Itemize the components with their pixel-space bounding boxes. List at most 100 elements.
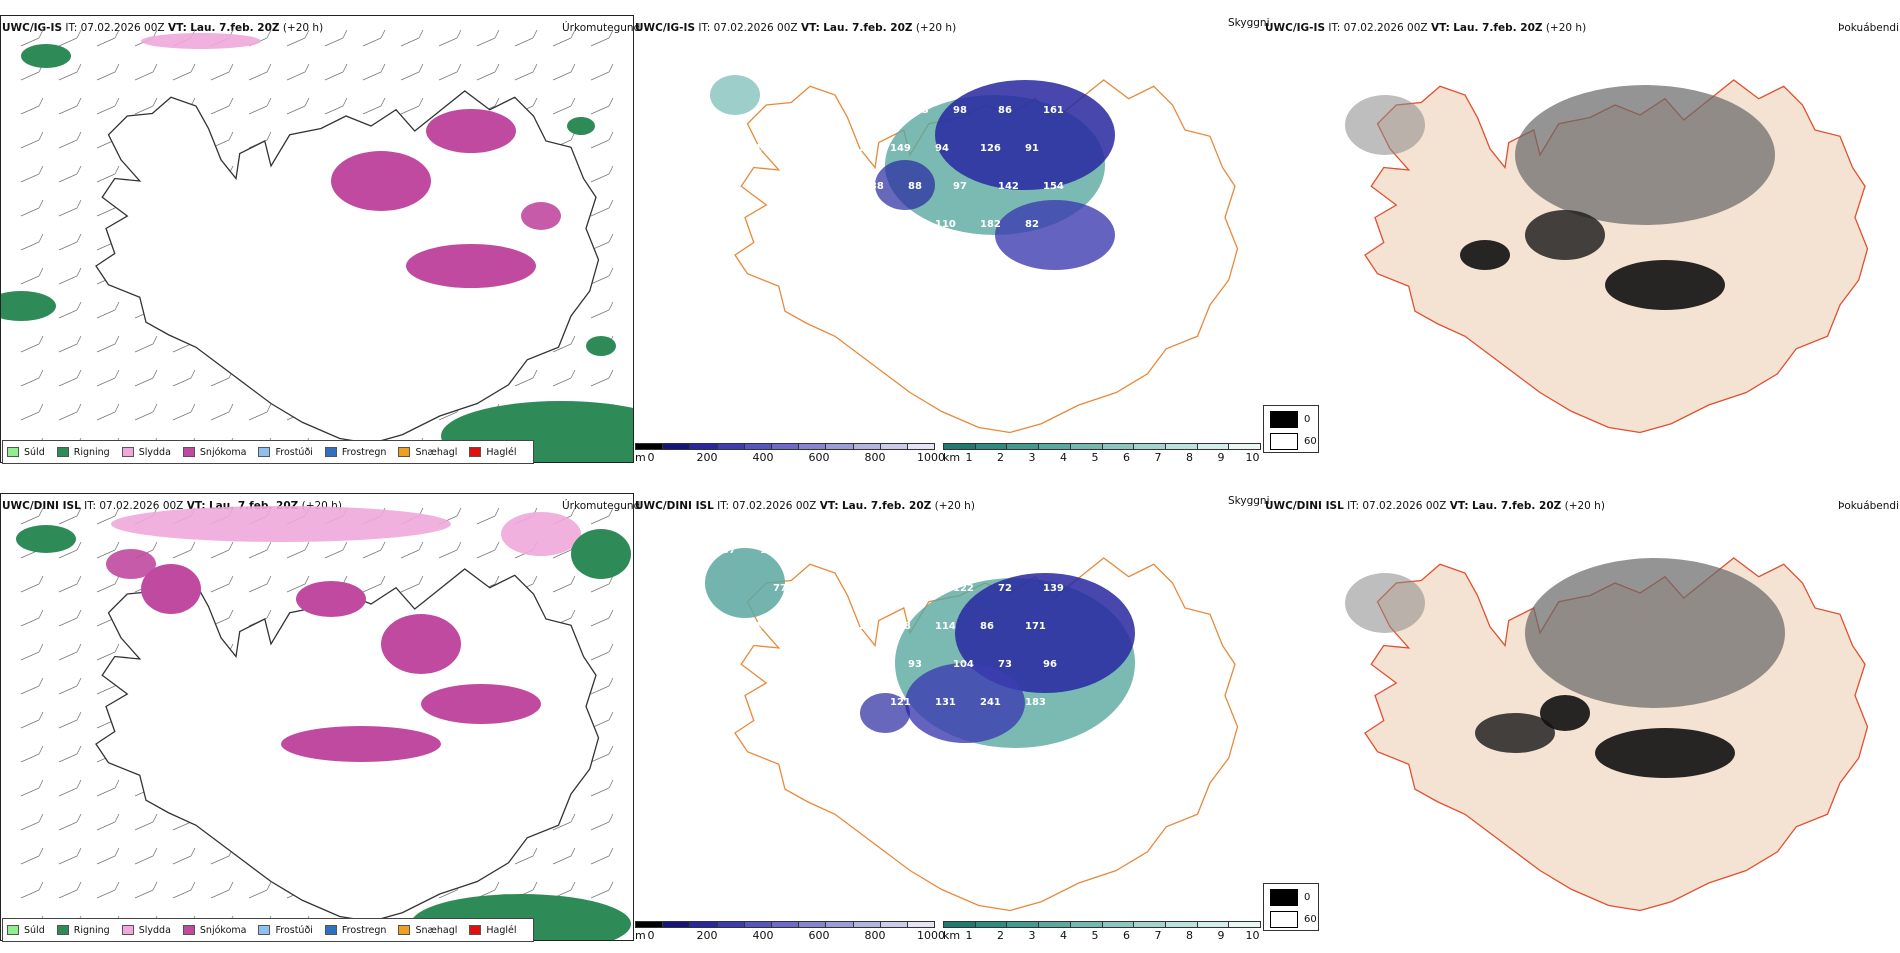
wind-barb [400,37,420,47]
low-ceiling-area [875,160,935,210]
ceiling-tick: 0 [647,451,655,464]
ceiling-value-label: 140 [818,105,839,116]
legend-item: Snæhagl [398,447,457,458]
ceiling-value-label: 86 [998,105,1012,116]
wind-barb [590,309,610,319]
wind-barb [96,821,116,831]
legend-label: Slydda [138,924,171,936]
wind-barb [552,343,572,353]
ceiling-value-label: 91 [1025,143,1039,154]
ceiling-value-label: 97 [935,545,949,556]
wind-barb [96,855,116,865]
legend-label: Rigning [73,446,110,458]
wind-barb [20,139,40,149]
wind-barb [58,343,78,353]
wind-barb [438,411,458,421]
ceiling-value-label: 241 [980,697,1001,708]
color-step [1070,922,1103,927]
ceiling-value-label: 137 [800,697,821,708]
legend-swatch-light [1270,911,1298,928]
wind-barb [476,515,496,525]
rain-area [586,336,616,356]
fog-shading [1605,260,1725,310]
wind-barb [96,651,116,661]
legend-item: Frostregn [324,447,386,458]
wind-barb [400,549,420,559]
color-step [1197,444,1230,449]
wind-barb [20,651,40,661]
wind-barb [172,889,192,899]
legend-swatch [182,447,195,457]
wind-barb [248,71,268,81]
ceiling-value-label: 149 [890,143,911,154]
rain-area [16,525,76,553]
wind-barb [58,685,78,695]
color-step [690,922,718,927]
color-step [1229,444,1261,449]
wind-barb [400,583,420,593]
wind-barb [96,583,116,593]
wind-barb [58,787,78,797]
ceiling-value-label: 121 [890,697,911,708]
color-step [907,444,935,449]
wind-barb [248,411,268,421]
legend-swatch [56,925,69,935]
precip-type-panel: UWC/DINI ISL IT: 07.02.2026 00Z VT: Lau.… [0,478,640,953]
snow-area [521,202,561,230]
wind-barb [58,753,78,763]
ceiling-color-strip [635,443,935,450]
wind-barb [134,71,154,81]
model-name: UWC/DINI ISL [1265,500,1344,512]
snow-area [331,151,431,211]
wind-barb [210,411,230,421]
map-frame [0,493,634,941]
ceiling-value-label: 110 [935,219,956,230]
valid-time: Lau. 7.feb. 20Z [823,22,913,34]
ceiling-value-label: 66 [1025,545,1039,556]
legend-swatch [56,447,69,457]
ceiling-value-label: 108 [863,105,884,116]
ceiling-value-label: 171 [773,105,794,116]
ceiling-value-label: 175 [755,143,776,154]
ceiling-colorbar: m 0 200 400 600 800 1000 [635,921,945,943]
legend-label: Frostregn [341,924,387,936]
wind-barb [58,719,78,729]
ceiling-value-label: 101 [773,257,794,268]
wind-barb [172,411,192,421]
ceiling-value-label: 126 [980,143,1001,154]
precip-legend: Súld Rigning Slydda Snjókoma Frostúði Frostre… [2,440,534,464]
wind-barb [96,787,116,797]
wind-barb [476,549,496,559]
color-step [1134,922,1166,927]
wind-barb [514,71,534,81]
visibility-tick: 3 [1028,451,1036,464]
param-label: Þokuábendi [1838,500,1899,512]
wind-barb [286,71,306,81]
wind-barb [590,855,610,865]
param-label: Skyggni [1228,17,1270,29]
ceiling-value-label: 135 [800,219,821,230]
valid-label: VT: [1430,22,1450,34]
wind-barb [362,71,382,81]
wind-barb [20,685,40,695]
wind-barb [286,583,306,593]
wind-barb [20,71,40,81]
wind-barb [20,343,40,353]
fog-legend: 0 60 [1263,883,1319,931]
init-time: IT: 07.02.2026 00Z [717,500,817,512]
low-visibility-area [705,548,785,618]
ceiling-value-label: 118 [800,621,821,632]
rain-area [571,529,631,579]
visibility-tick: 1 [965,451,973,464]
color-step [853,922,881,927]
valid-time: Lau. 7.feb. 20Z [1453,22,1543,34]
ceiling-tick: 1000 [917,451,945,464]
ceiling-value-label: 57 [805,67,819,78]
lead-time: (+20 h) [934,500,975,512]
wind-barb [590,617,610,627]
wind-barb [362,583,382,593]
wind-barb [552,855,572,865]
color-step [771,444,800,449]
wind-barb [96,889,116,899]
wind-barb [590,787,610,797]
